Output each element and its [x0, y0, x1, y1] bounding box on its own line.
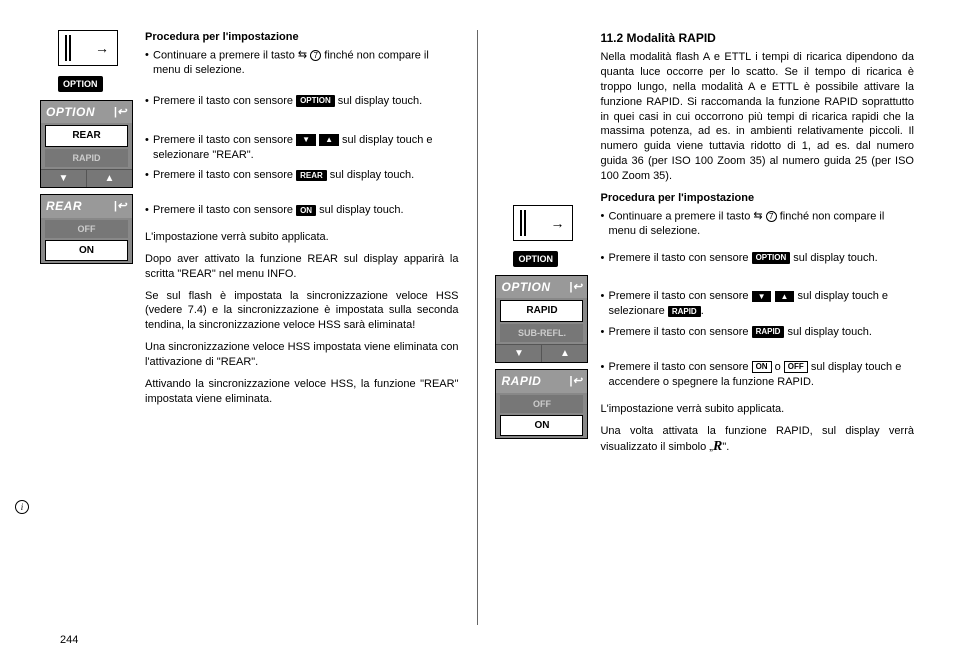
panel-item-selected: ON [500, 415, 583, 437]
option-badge: OPTION [513, 251, 558, 267]
paragraph: Una volta attivata la funzione RAPID, su… [600, 424, 914, 458]
panel-rear: REAR |↩ OFF ON [40, 194, 133, 264]
right-main: 11.2 Modalità RAPID Nella modalità flash… [600, 30, 914, 625]
rapid-symbol: R [713, 439, 722, 454]
panel-item-selected: REAR [45, 125, 128, 147]
back-icon: |↩ [569, 374, 582, 389]
mode-icon [513, 205, 573, 241]
panel-item-selected: RAPID [500, 300, 583, 322]
bullet-text: Premere il tasto con sensore OPTION sul … [608, 251, 914, 266]
bullet-text: Premere il tasto con sensore ▼ ▲ sul dis… [153, 133, 459, 163]
bullet-text: Premere il tasto con sensore ▼ ▲ sul dis… [608, 289, 914, 319]
paragraph: Dopo aver attivato la funzione REAR sul … [145, 252, 459, 282]
left-column: OPTION OPTION |↩ REAR RAPID ▼▲ REAR |↩ OFF… [40, 30, 459, 625]
section-title: 11.2 Modalità RAPID [600, 30, 914, 46]
panel-title: OPTION [46, 104, 95, 120]
panel-option: OPTION |↩ REAR RAPID ▼▲ [40, 100, 133, 188]
option-badge: OPTION [58, 76, 103, 92]
bullet-text: Premere il tasto con sensore REAR sul di… [153, 168, 459, 183]
bullet-text: Premere il tasto con sensore ON o OFF su… [608, 360, 914, 390]
panel-option: OPTION |↩ RAPID SUB-REFL. ▼▲ [495, 275, 588, 363]
subtitle: Procedura per l'impostazione [600, 191, 914, 206]
bullet-text: Premere il tasto con sensore RAPID sul d… [608, 325, 914, 340]
info-icon: i [15, 500, 29, 514]
paragraph: Se sul flash è impostata la sincronizzaz… [145, 289, 459, 334]
panel-title: OPTION [501, 279, 550, 295]
paragraph: Attivando la sincronizzazione veloce HSS… [145, 377, 459, 407]
back-icon: |↩ [114, 199, 127, 214]
page: OPTION OPTION|↩ REAR RAPID ▼▲ REAR|↩ OFF… [40, 30, 914, 625]
bullet-text: Premere il tasto con sensore OPTION sul … [153, 94, 459, 109]
left-main: Procedura per l'impostazione •Continuare… [145, 30, 459, 625]
up-arrow: ▲ [542, 345, 587, 363]
subtitle: Procedura per l'impostazione [145, 30, 459, 45]
panel-item-selected: ON [45, 240, 128, 262]
paragraph: Una sincronizzazione veloce HSS impostat… [145, 340, 459, 370]
back-icon: |↩ [569, 280, 582, 295]
right-column: OPTION OPTION |↩ RAPID SUB-REFL. ▼▲ RAPID… [495, 30, 914, 625]
panel-title: RAPID [501, 373, 541, 389]
paragraph: L'impostazione verrà subito applicata. [600, 402, 914, 417]
mode-icon [58, 30, 118, 66]
bullet-text: Continuare a premere il tasto ⇆ 7 finché… [153, 48, 459, 78]
panel-item: OFF [500, 395, 583, 413]
up-arrow: ▲ [87, 170, 132, 188]
down-arrow: ▼ [496, 345, 542, 363]
panel-rapid: RAPID |↩ OFF ON [495, 369, 588, 439]
panel-title: REAR [46, 198, 82, 214]
paragraph: L'impostazione verrà subito applicata. [145, 230, 459, 245]
page-number: 244 [60, 633, 78, 648]
right-sidebar: OPTION OPTION |↩ RAPID SUB-REFL. ▼▲ RAPID… [495, 30, 590, 625]
panel-item: RAPID [45, 149, 128, 167]
bullet-text: Premere il tasto con sensore ON sul disp… [153, 203, 459, 218]
down-arrow: ▼ [41, 170, 87, 188]
bullet-text: Continuare a premere il tasto ⇆ 7 finché… [608, 209, 914, 239]
column-divider [477, 30, 478, 625]
panel-item: SUB-REFL. [500, 324, 583, 342]
panel-item: OFF [45, 220, 128, 238]
left-sidebar: OPTION OPTION |↩ REAR RAPID ▼▲ REAR |↩ OFF… [40, 30, 135, 625]
back-icon: |↩ [114, 105, 127, 120]
intro-paragraph: Nella modalità flash A e ETTL i tempi di… [600, 50, 914, 184]
